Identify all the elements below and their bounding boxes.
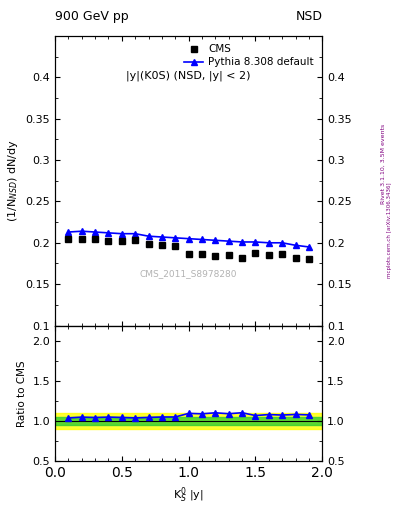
Bar: [55, 417, 322, 425]
CMS: [266, 252, 271, 258]
Pythia 8.308 default: [93, 229, 97, 235]
Y-axis label: (1/N$_{NSD}$) dN/dy: (1/N$_{NSD}$) dN/dy: [6, 139, 20, 222]
CMS: [79, 237, 84, 243]
Bar: [55, 413, 322, 429]
CMS: [200, 250, 204, 257]
CMS: [119, 238, 124, 244]
Pythia 8.308 default: [173, 235, 178, 241]
Y-axis label: Ratio to CMS: Ratio to CMS: [17, 360, 27, 426]
CMS: [93, 237, 97, 243]
Text: NSD: NSD: [295, 10, 322, 23]
Pythia 8.308 default: [226, 238, 231, 244]
CMS: [66, 236, 71, 242]
Line: CMS: CMS: [65, 235, 312, 262]
Pythia 8.308 default: [106, 230, 111, 236]
Pythia 8.308 default: [200, 237, 204, 243]
Legend: CMS, Pythia 8.308 default: CMS, Pythia 8.308 default: [181, 41, 317, 71]
CMS: [280, 251, 285, 258]
CMS: [213, 253, 218, 259]
CMS: [133, 237, 138, 243]
CMS: [293, 254, 298, 261]
Pythia 8.308 default: [133, 230, 138, 237]
X-axis label: K$^0_S$ |y|: K$^0_S$ |y|: [173, 485, 204, 505]
Pythia 8.308 default: [146, 233, 151, 239]
Pythia 8.308 default: [240, 239, 244, 245]
Pythia 8.308 default: [280, 240, 285, 246]
CMS: [146, 241, 151, 247]
Pythia 8.308 default: [213, 237, 218, 243]
Pythia 8.308 default: [186, 236, 191, 242]
Pythia 8.308 default: [253, 239, 258, 245]
Text: |y|(K0S) (NSD, |y| < 2): |y|(K0S) (NSD, |y| < 2): [127, 71, 251, 81]
Text: Rivet 3.1.10, 3.5M events: Rivet 3.1.10, 3.5M events: [381, 124, 386, 204]
Text: 900 GeV pp: 900 GeV pp: [55, 10, 129, 23]
CMS: [173, 243, 178, 249]
Text: CMS_2011_S8978280: CMS_2011_S8978280: [140, 269, 237, 278]
Pythia 8.308 default: [119, 230, 124, 237]
Pythia 8.308 default: [66, 229, 71, 235]
CMS: [226, 252, 231, 258]
CMS: [307, 255, 311, 262]
CMS: [240, 254, 244, 261]
Pythia 8.308 default: [293, 242, 298, 248]
Pythia 8.308 default: [266, 240, 271, 246]
CMS: [160, 242, 164, 248]
Pythia 8.308 default: [307, 244, 311, 250]
Text: mcplots.cern.ch [arXiv:1306.3436]: mcplots.cern.ch [arXiv:1306.3436]: [387, 183, 391, 278]
Pythia 8.308 default: [79, 228, 84, 234]
Line: Pythia 8.308 default: Pythia 8.308 default: [65, 228, 312, 250]
CMS: [253, 250, 258, 256]
Pythia 8.308 default: [160, 234, 164, 240]
CMS: [186, 250, 191, 257]
CMS: [106, 238, 111, 244]
